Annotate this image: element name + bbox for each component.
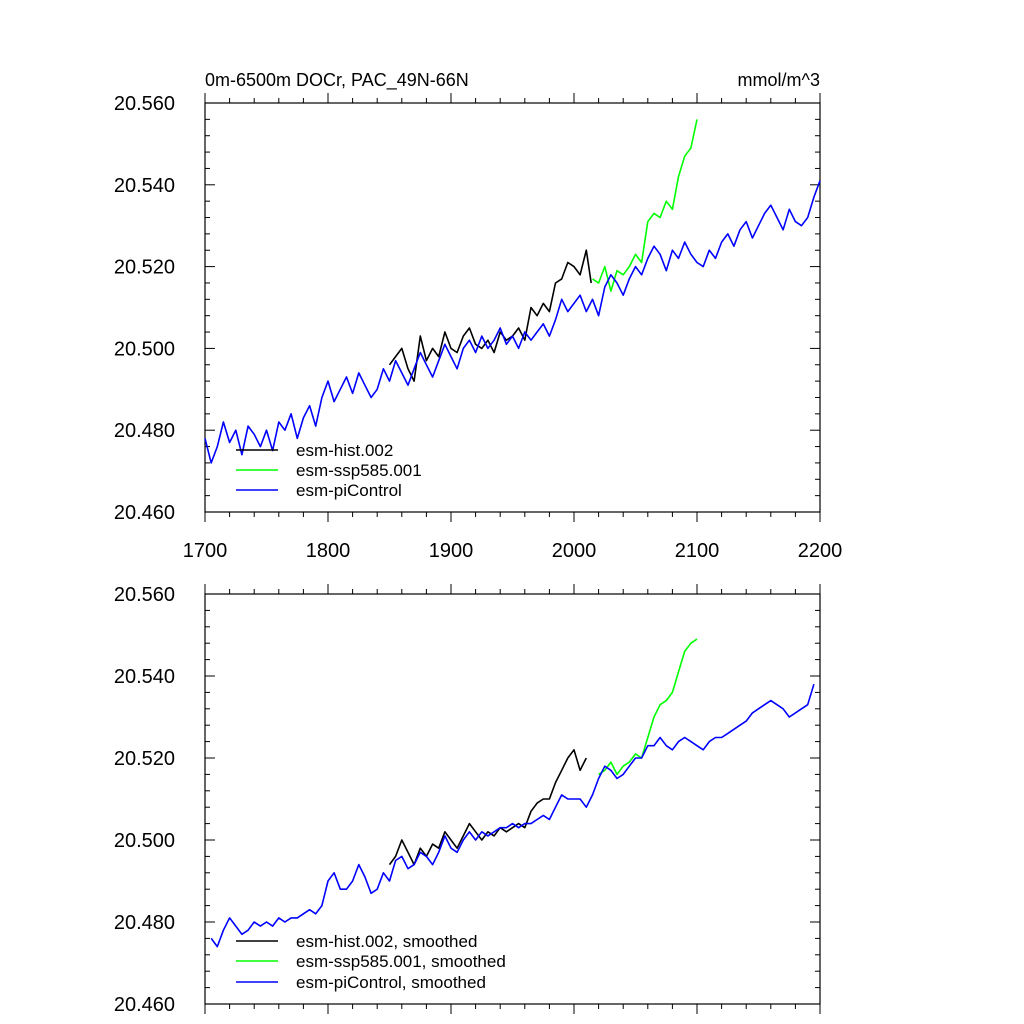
x-tick-label: 1700 (183, 540, 228, 562)
plot-frame (204, 593, 821, 1005)
axis-ticks (204, 584, 821, 1014)
legend-label: esm-hist.002 (296, 441, 393, 460)
x-tick-label: 2000 (552, 540, 597, 562)
legend-label: esm-ssp585.001 (296, 461, 422, 480)
series-line (210, 683, 815, 948)
y-tick-label: 20.560 (114, 584, 175, 606)
axis-ticks (204, 93, 821, 522)
y-tick-label: 20.460 (114, 502, 175, 524)
y-tick-label: 20.460 (114, 994, 175, 1016)
x-tick-label: 2200 (798, 540, 843, 562)
series-line (388, 748, 588, 866)
series-line (204, 180, 821, 464)
y-tick-label: 20.480 (114, 420, 175, 442)
x-axis: 1700 1800 1900 2000 2100 2200 (183, 540, 843, 562)
y-tick-label: 20.540 (114, 175, 175, 197)
series-line (388, 249, 592, 382)
series-line (592, 119, 698, 292)
y-axis: 20.460 20.480 20.500 20.520 20.540 20.560 (114, 93, 175, 524)
x-tick-label: 1800 (306, 540, 351, 562)
series-line (598, 638, 698, 776)
legend-label: esm-hist.002, smoothed (296, 932, 477, 951)
y-tick-label: 20.520 (114, 257, 175, 279)
x-tick-label: 2100 (675, 540, 720, 562)
legend-label: esm-piControl, smoothed (296, 973, 486, 992)
series-group (204, 119, 821, 464)
y-tick-label: 20.480 (114, 912, 175, 934)
y-tick-label: 20.540 (114, 666, 175, 688)
y-axis: 20.460 20.480 20.500 20.520 20.540 20.560 (114, 584, 175, 1016)
chart-panel-smoothed: 20.460 20.480 20.500 20.520 20.540 20.560 esm… (114, 584, 821, 1016)
y-tick-label: 20.500 (114, 830, 175, 852)
chart-panel-raw: 0m-6500m DOCr, PAC_49N-66N mmol/m^3 20.4… (114, 70, 842, 562)
chart-units: mmol/m^3 (738, 70, 820, 90)
y-tick-label: 20.560 (114, 93, 175, 115)
x-tick-label: 1900 (429, 540, 474, 562)
chart-title: 0m-6500m DOCr, PAC_49N-66N (205, 70, 469, 91)
legend-label: esm-ssp585.001, smoothed (296, 952, 506, 971)
legend-label: esm-piControl (296, 481, 402, 500)
plot-frame (204, 102, 821, 513)
y-tick-label: 20.500 (114, 338, 175, 360)
y-tick-label: 20.520 (114, 748, 175, 770)
series-group (210, 638, 815, 948)
